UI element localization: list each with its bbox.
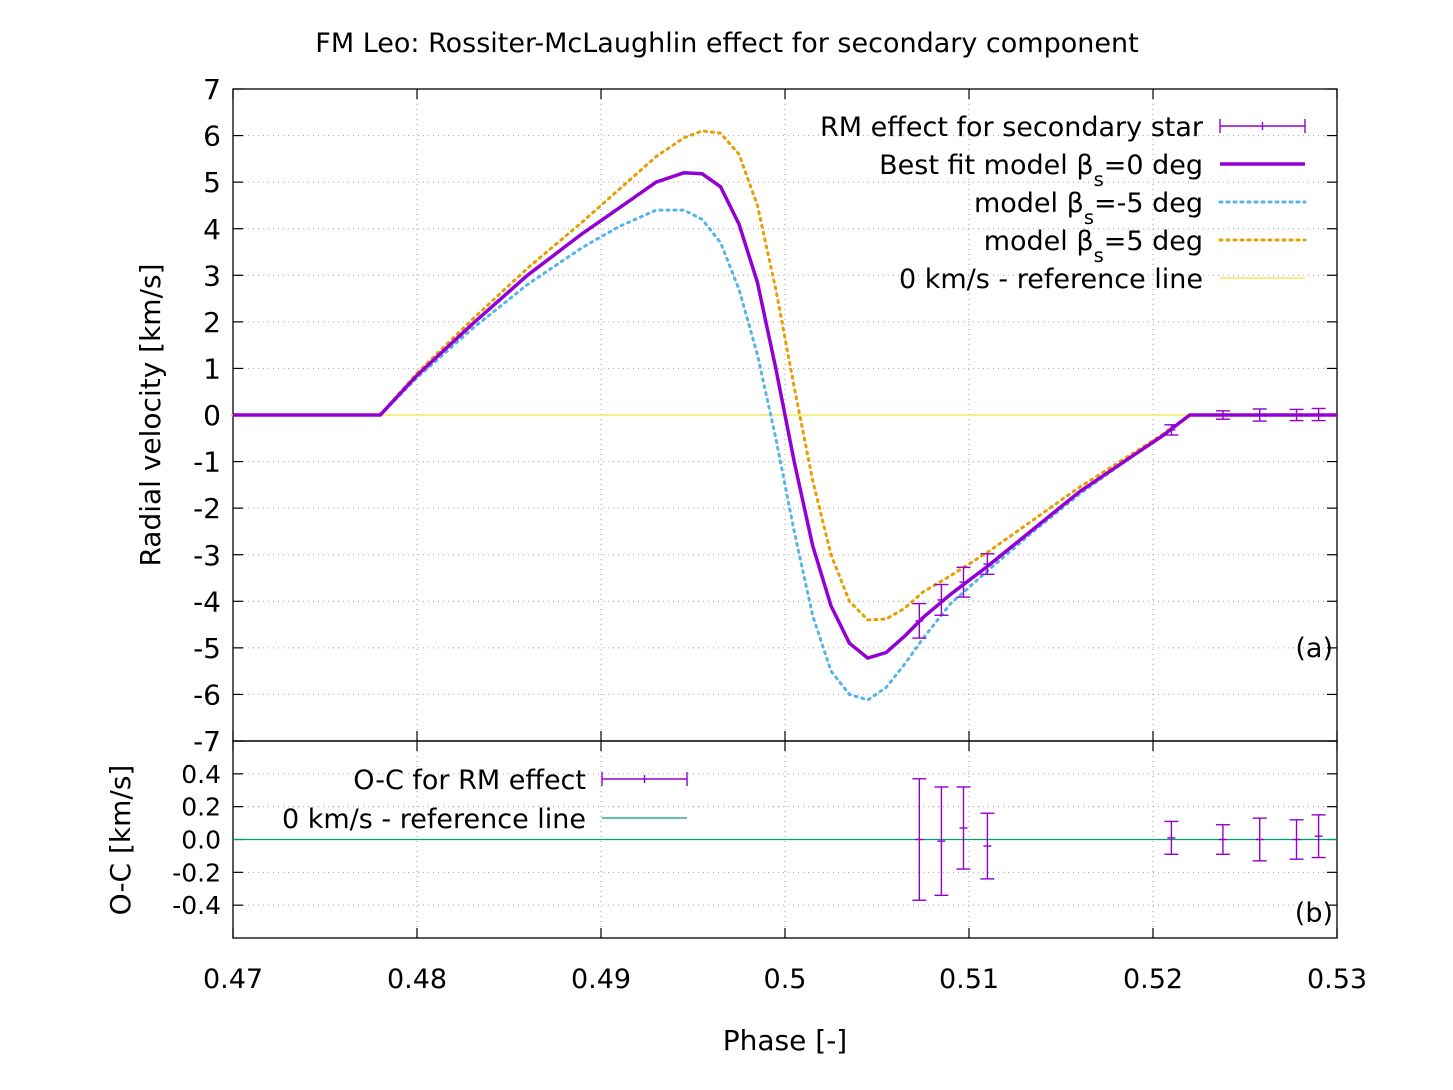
legend-label: 0 km/s - reference line xyxy=(282,804,586,835)
y-tick-label: -5 xyxy=(193,632,221,665)
y-tick-label: -7 xyxy=(193,725,221,758)
y-tick-label: -3 xyxy=(193,539,221,572)
y-tick-label: -1 xyxy=(193,446,221,479)
x-axis-label: Phase [-] xyxy=(723,1024,847,1057)
legend-label: model βs=-5 deg xyxy=(974,188,1203,229)
error-bar-point xyxy=(956,566,971,598)
error-bar-point xyxy=(912,778,927,901)
error-bar-point xyxy=(980,553,995,575)
legend-label: 0 km/s - reference line xyxy=(899,264,1203,295)
y-tick-label: 4 xyxy=(203,213,221,246)
legend: O-C for RM effect 0 km/s - reference line xyxy=(282,765,688,835)
legend-label: Best fit model βs=0 deg xyxy=(879,150,1203,191)
y-axis-label: O-C [km/s] xyxy=(104,765,137,916)
y-tick-label: 0.2 xyxy=(181,793,221,822)
error-bar-point xyxy=(1215,824,1230,855)
error-bar-point xyxy=(1215,410,1230,420)
y-tick-label: -4 xyxy=(193,585,221,618)
legend-label: model βs=5 deg xyxy=(984,226,1203,267)
legend-label: RM effect for secondary star xyxy=(820,112,1204,143)
y-tick-label: -0.4 xyxy=(172,891,221,920)
panel-label: (a) xyxy=(1295,633,1333,664)
error-bar-point xyxy=(980,812,995,880)
model-curve xyxy=(233,171,1337,660)
y-tick-label: -2 xyxy=(193,492,221,525)
y-tick-label: 0.0 xyxy=(181,826,221,855)
panel-label: (b) xyxy=(1295,898,1333,929)
y-tick-label: 3 xyxy=(203,259,221,292)
y-tick-label: 7 xyxy=(203,73,221,106)
y-axis-label: Radial velocity [km/s] xyxy=(134,263,167,566)
error-bar-point xyxy=(956,786,971,870)
y-tick-label: 1 xyxy=(203,353,221,386)
y-tick-label: 0.4 xyxy=(181,760,221,789)
panel-a-rv-plot: -7 -6 -5 -4 -3 -2 -1 0 1 2 3 4 5 6 7 Radial velocity [k… xyxy=(134,73,1339,758)
error-bar-point xyxy=(1164,820,1179,855)
x-tick-label: 0.49 xyxy=(571,964,631,995)
error-bar-point xyxy=(1164,424,1179,436)
legend: RM effect for secondary star Best fit mod… xyxy=(820,112,1307,295)
panel-b-oc-plot: -0.4 -0.2 0.0 0.2 0.4 0.47 0.48 0.49 0.5 0.51 0.52… xyxy=(104,740,1367,995)
x-tick-label: 0.47 xyxy=(203,964,263,995)
x-tick-label: 0.48 xyxy=(387,964,447,995)
x-tick-label: 0.53 xyxy=(1307,964,1367,995)
y-tick-label: 2 xyxy=(203,306,221,339)
error-bar-point xyxy=(912,602,927,639)
model-curve xyxy=(231,129,1339,622)
error-bar-point xyxy=(934,786,949,897)
chart-title: FM Leo: Rossiter-McLaughlin effect for s… xyxy=(315,28,1138,59)
error-bar-point xyxy=(1252,817,1267,862)
error-bar-point xyxy=(1252,408,1267,422)
y-tick-label: 6 xyxy=(203,120,221,153)
legend-label: O-C for RM effect xyxy=(353,765,586,796)
y-tick-label: -0.2 xyxy=(172,858,221,887)
error-bar-point xyxy=(934,583,949,616)
error-bar-point xyxy=(1289,408,1304,422)
error-bar-point xyxy=(1311,814,1326,859)
x-tick-label: 0.51 xyxy=(939,964,999,995)
x-tick-label: 0.52 xyxy=(1123,964,1183,995)
y-tick-label: -6 xyxy=(193,679,221,712)
error-bar-point xyxy=(1289,819,1304,860)
y-tick-label: 5 xyxy=(203,166,221,199)
x-tick-label: 0.5 xyxy=(764,964,807,995)
model-curve xyxy=(231,208,1339,702)
y-tick-label: 0 xyxy=(203,399,221,432)
error-bar-point xyxy=(1311,407,1326,422)
